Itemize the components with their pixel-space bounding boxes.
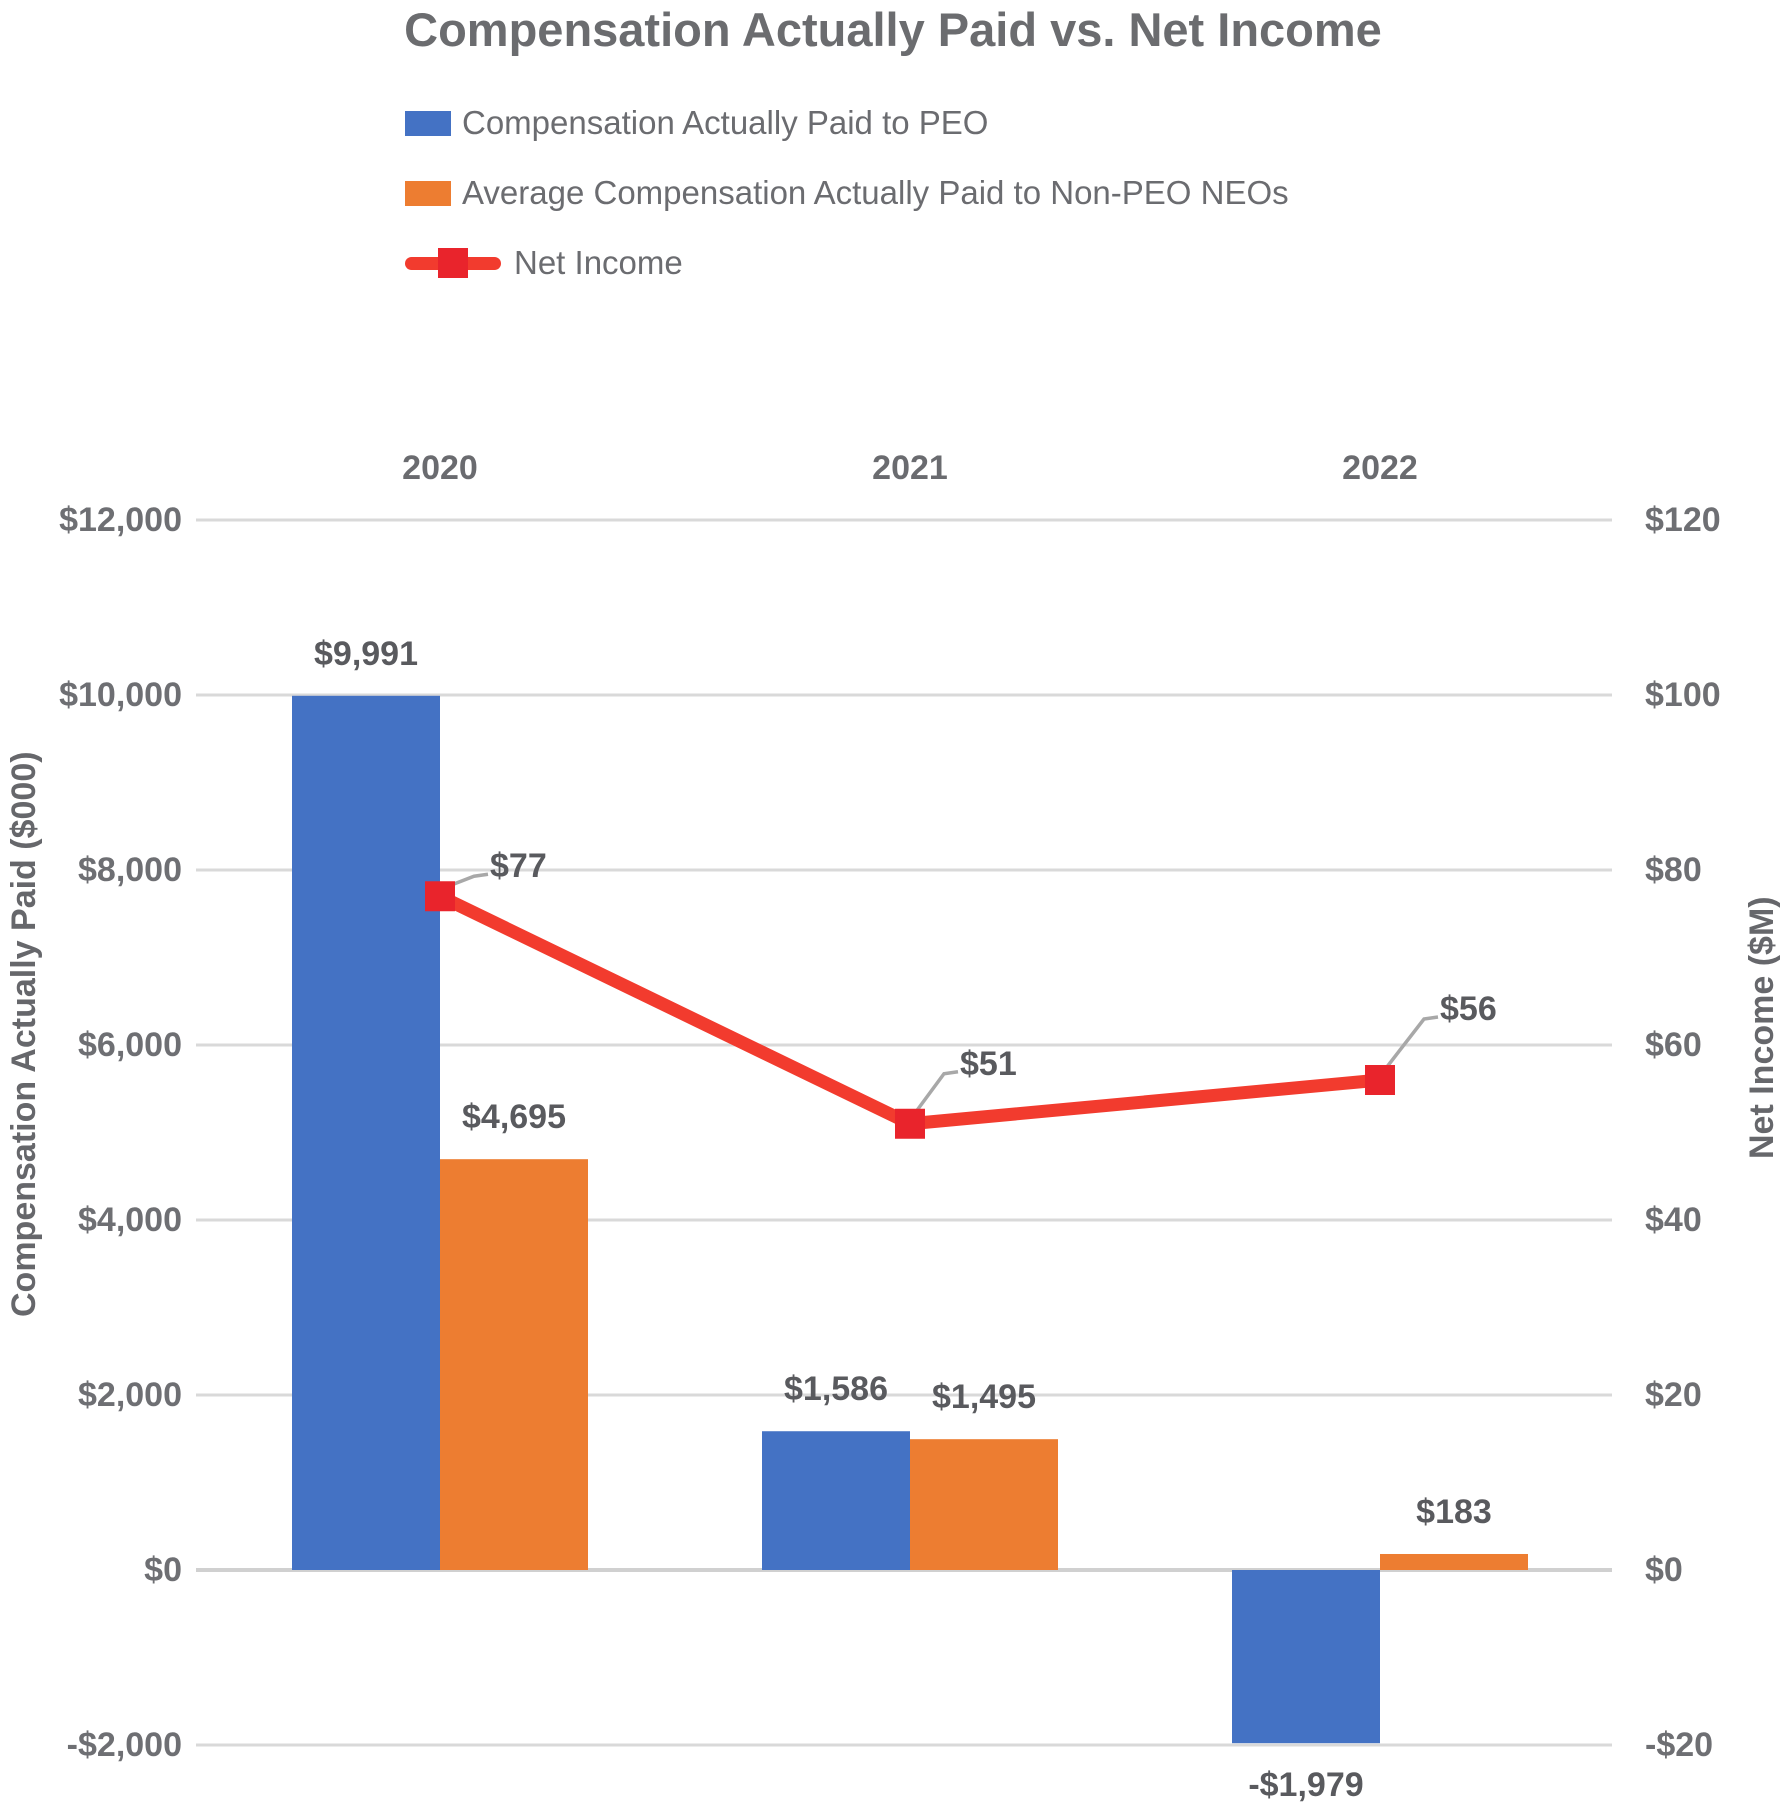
right-axis-tick-label: $120: [1645, 501, 1721, 539]
bar-cap-peo-2022: [1232, 1570, 1380, 1744]
legend-label: Compensation Actually Paid to PEO: [462, 104, 989, 141]
legend-bar-swatch-icon: [405, 110, 451, 136]
net-income-value-label: $56: [1440, 990, 1497, 1028]
bar-cap-non-peo-2020: [440, 1159, 588, 1570]
right-axis-tick-label: $60: [1645, 1026, 1702, 1064]
left-axis-tick-label: $8,000: [78, 851, 182, 889]
left-axis-tick-label: $6,000: [78, 1026, 182, 1064]
bar-value-label: $4,695: [462, 1098, 566, 1137]
legend-item-net-income: Net Income: [405, 242, 1289, 284]
legend-item-cap-peo: Compensation Actually Paid to PEO: [405, 102, 1289, 144]
bar-value-label: $1,586: [784, 1370, 888, 1409]
callout-line: [911, 1070, 959, 1117]
legend-item-cap-non-peo: Average Compensation Actually Paid to No…: [405, 172, 1289, 214]
net-income-marker-2021: [895, 1108, 925, 1139]
right-axis-tick-label: $0: [1645, 1551, 1683, 1589]
net-income-value-label: $51: [960, 1044, 1017, 1083]
net-income-value-label: $77: [490, 847, 547, 886]
left-axis-tick-label: -$2,000: [66, 1726, 182, 1764]
legend-bar-swatch-icon: [405, 180, 451, 206]
net-income-line: [437, 890, 1381, 1131]
legend-label: Average Compensation Actually Paid to No…: [462, 174, 1289, 211]
bar-cap-non-peo-2021: [910, 1439, 1058, 1570]
left-axis-tick-label: $4,000: [78, 1201, 182, 1239]
bar-value-label: $9,991: [314, 634, 418, 673]
right-axis-tick-label: $40: [1645, 1201, 1702, 1239]
right-axis-tick-label: $80: [1645, 851, 1702, 889]
category-label: 2022: [1342, 449, 1418, 487]
net-income-marker-2022: [1365, 1065, 1395, 1095]
bar-value-label: $183: [1416, 1492, 1492, 1531]
legend: Compensation Actually Paid to PEO Average…: [405, 102, 1289, 312]
callout-line: [1381, 1015, 1439, 1074]
legend-label: Net Income: [514, 244, 683, 281]
left-axis-tick-label: $2,000: [78, 1376, 182, 1414]
chart-title: Compensation Actually Paid vs. Net Incom…: [404, 3, 1382, 56]
legend-line-swatch-icon: [405, 248, 501, 278]
legend-marker-icon: [438, 248, 468, 278]
bar-value-label: $1,495: [932, 1378, 1036, 1417]
right-axis-tick-label: $100: [1645, 676, 1721, 714]
left-axis-tick-label: $12,000: [59, 501, 182, 539]
category-label: 2020: [402, 449, 478, 487]
left-axis-tick-label: $0: [144, 1551, 182, 1589]
bar-value-label: -$1,979: [1248, 1766, 1364, 1805]
net-income-marker-2020: [425, 881, 455, 912]
category-label: 2021: [872, 449, 948, 487]
right-axis-tick-label: -$20: [1645, 1726, 1714, 1764]
bar-cap-non-peo-2022: [1380, 1553, 1528, 1570]
bar-cap-peo-2021: [762, 1431, 910, 1570]
right-axis-tick-label: $20: [1645, 1376, 1702, 1414]
left-axis-tick-label: $10,000: [59, 676, 182, 714]
callout-line: [442, 872, 489, 890]
